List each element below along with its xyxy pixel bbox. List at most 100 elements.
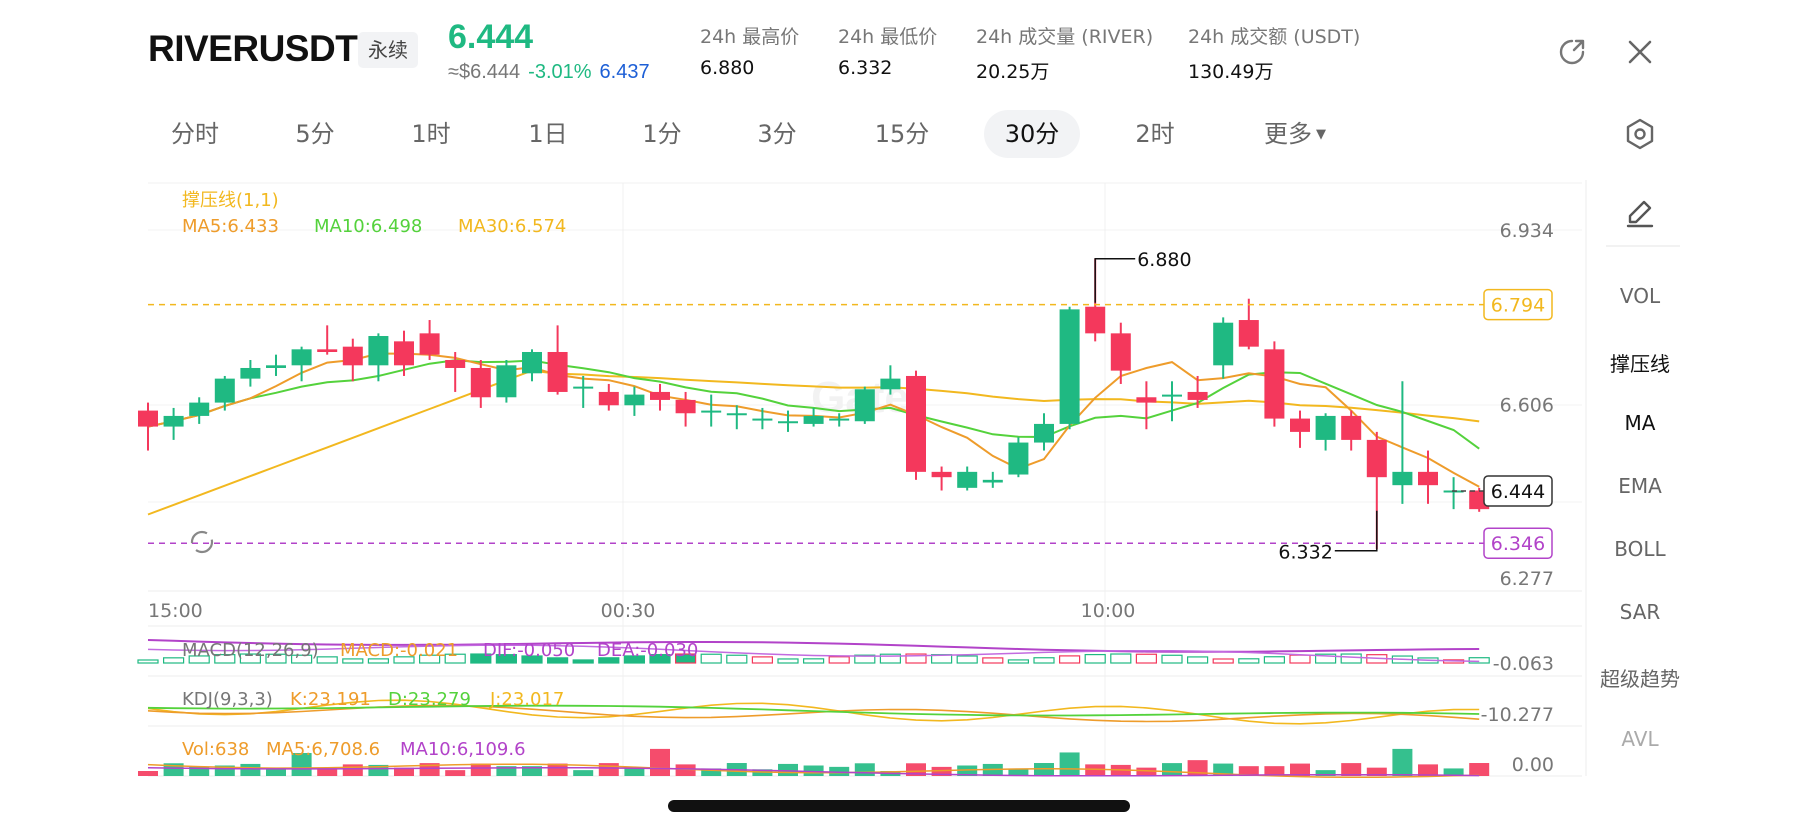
volume-bar <box>1418 764 1438 776</box>
candle-body <box>496 365 517 398</box>
sidebar-item-supertrend[interactable]: 超级趋势 <box>1600 667 1680 691</box>
macd-bar <box>265 653 287 664</box>
ma5-legend: MA5:6.433 <box>182 216 279 237</box>
candle-body <box>522 351 542 374</box>
x-tick: 10:00 <box>1081 600 1136 622</box>
sidebar-item-support-resistance[interactable]: 撑压线 <box>1610 352 1670 376</box>
macd-bar <box>495 654 517 664</box>
stat-24h-turnover: 24h 成交额 (USDT) 130.49万 <box>1188 22 1360 84</box>
candle-body <box>931 471 952 478</box>
macd-bar <box>1033 657 1055 664</box>
sidebar-item-vol[interactable]: VOL <box>1619 284 1661 308</box>
volume-bar <box>1238 766 1259 776</box>
stat-value: 130.49万 <box>1188 61 1274 83</box>
hexagon-settings-icon[interactable] <box>1620 114 1660 154</box>
macd-bar <box>623 655 646 664</box>
candle-body <box>1264 349 1285 419</box>
candle-body <box>803 415 824 424</box>
candle-body <box>624 394 645 406</box>
macd-bar <box>521 655 543 664</box>
kdj-legend-d: D:23.279 <box>388 689 471 710</box>
drawing-tool-button[interactable] <box>1586 194 1694 239</box>
symbol-title: RIVERUSDT <box>148 28 358 69</box>
sidebar-item-boll[interactable]: BOLL <box>1614 537 1666 561</box>
volume-bar <box>394 767 414 776</box>
tab-time-sharing[interactable]: 分时 <box>171 120 219 148</box>
support-price-tag-box <box>1483 527 1553 559</box>
macd-bar <box>214 654 236 664</box>
candle-body <box>1366 439 1387 478</box>
macd-bar <box>163 657 185 664</box>
macd-bar <box>777 658 799 664</box>
macd-bar <box>188 655 210 664</box>
candle-body <box>1418 471 1438 486</box>
volume-bar <box>317 768 338 776</box>
tab-30min[interactable]: 30分 <box>984 110 1080 158</box>
macd-bar <box>1289 654 1311 664</box>
dea-line <box>147 639 1480 653</box>
volume-bar <box>266 769 286 776</box>
macd-bar <box>1314 653 1337 664</box>
macd-bar <box>444 653 466 664</box>
volume-bar <box>778 763 798 776</box>
macd-bar <box>546 657 569 664</box>
close-icon[interactable] <box>1620 32 1660 72</box>
macd-bar <box>316 656 338 664</box>
macd-bar <box>419 654 441 664</box>
tab-1min[interactable]: 1分 <box>642 120 682 148</box>
tab-1h[interactable]: 1时 <box>411 120 451 148</box>
macd-bar <box>854 654 876 664</box>
macd-bar <box>1340 653 1362 664</box>
candle-body <box>1315 415 1336 440</box>
volume-bar <box>1366 767 1387 776</box>
macd-axis-label: -0.063 <box>1493 653 1554 675</box>
candle-body <box>240 367 261 379</box>
vol-legend-ma5: MA5:6,708.6 <box>266 739 380 760</box>
volume-bar <box>214 765 235 776</box>
usd-price: ≈$6.444 <box>448 61 521 83</box>
volume-bar <box>1059 752 1080 776</box>
tab-15min[interactable]: 15分 <box>874 120 930 148</box>
sidebar-item-ma[interactable]: MA <box>1624 411 1656 435</box>
stat-value: 20.25万 <box>976 61 1050 83</box>
tab-5min[interactable]: 5分 <box>295 120 335 148</box>
share-icon[interactable] <box>1552 32 1592 72</box>
tab-2h[interactable]: 2时 <box>1135 120 1175 148</box>
stat-label: 24h 成交额 (USDT) <box>1188 26 1361 48</box>
high-marker-line <box>1094 258 1136 303</box>
macd-bar <box>1186 656 1209 664</box>
volume-bar <box>445 770 466 776</box>
macd-bar <box>1468 657 1490 664</box>
tab-more[interactable]: 更多 ▼ <box>1240 110 1350 158</box>
macd-bar <box>879 653 902 664</box>
candle-body <box>214 378 235 403</box>
candle-body <box>880 378 901 390</box>
tab-1d[interactable]: 1日 <box>528 120 568 148</box>
macd-bar <box>1212 658 1234 664</box>
kdj-legend-k: K:23.191 <box>290 689 371 710</box>
macd-bar <box>137 659 159 664</box>
macd-bar <box>342 658 364 664</box>
macd-legend-title: MACD(12,26,9) <box>182 640 319 661</box>
candle-body <box>726 413 747 416</box>
sidebar-item-sar[interactable]: SAR <box>1619 600 1661 624</box>
sr-indicator-label: 撑压线(1,1) <box>182 190 279 211</box>
stat-24h-low: 24h 最低价 6.332 <box>838 22 937 79</box>
volume-bar <box>1469 763 1490 776</box>
resistance-price-tag: 6.794 <box>1491 295 1545 317</box>
sidebar-item-ema[interactable]: EMA <box>1618 474 1662 498</box>
vol-legend-title: Vol:638 <box>182 739 249 760</box>
macd-bar <box>1238 658 1260 664</box>
tab-3min[interactable]: 3分 <box>757 120 797 148</box>
macd-bar <box>598 657 620 664</box>
macd-bar <box>1161 654 1183 664</box>
volume-bar <box>1290 763 1310 776</box>
volume-bar <box>598 763 619 776</box>
ma10-legend: MA10:6.498 <box>314 216 422 237</box>
candle-body <box>598 391 619 406</box>
candle-body <box>1238 320 1259 347</box>
sidebar-item-avl[interactable]: AVL <box>1621 727 1659 751</box>
y-tick: 6.606 <box>1500 395 1554 417</box>
resistance-price-tag-box <box>1483 288 1553 321</box>
